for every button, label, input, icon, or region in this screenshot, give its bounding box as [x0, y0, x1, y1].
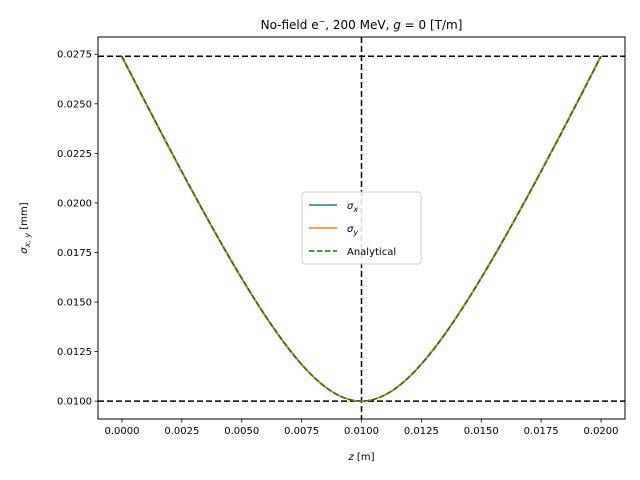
- y-axis-label: σx, y [mm]: [19, 202, 32, 253]
- y-tick-label: 0.0225: [57, 149, 92, 160]
- x-tick-label: 0.0200: [584, 426, 619, 437]
- series-analytical-line: [121, 55, 602, 402]
- y-tick-label: 0.0250: [57, 99, 92, 110]
- chart-title: No-field e−, 200 MeV, g = 0 [T/m]: [261, 17, 463, 32]
- x-tick-label: 0.0000: [104, 426, 139, 437]
- y-tick-label: 0.0150: [57, 298, 92, 309]
- x-tick-label: 0.0025: [164, 426, 199, 437]
- y-tick-label: 0.0200: [57, 198, 92, 209]
- x-axis-label: z [m]: [348, 452, 375, 463]
- y-tick-label: 0.0175: [57, 248, 92, 259]
- legend: σx σy Analytical: [301, 191, 422, 265]
- legend-item-analytical: Analytical: [347, 247, 396, 258]
- legend-item-sigma-y: σy: [347, 224, 358, 237]
- x-axis-ticks: 0.0000 0.0025 0.0050 0.0075 0.0100 0.0125 0.01…: [104, 419, 619, 437]
- x-tick-label: 0.0075: [284, 426, 319, 437]
- x-tick-label: 0.0150: [464, 426, 499, 437]
- plot-area: [98, 37, 625, 419]
- legend-box: [301, 191, 422, 265]
- x-tick-label: 0.0175: [524, 426, 559, 437]
- x-tick-label: 0.0050: [224, 426, 259, 437]
- series-lines: [120, 55, 602, 402]
- y-tick-label: 0.0275: [57, 50, 92, 61]
- y-tick-label: 0.0100: [57, 397, 92, 408]
- y-tick-label: 0.0125: [57, 347, 92, 358]
- x-tick-label: 0.0125: [404, 426, 439, 437]
- y-axis-ticks: 0.0100 0.0125 0.0150 0.0175 0.0200 0.0225 0.02…: [57, 50, 98, 408]
- x-tick-label: 0.0100: [344, 426, 379, 437]
- legend-item-sigma-x: σx: [347, 201, 358, 214]
